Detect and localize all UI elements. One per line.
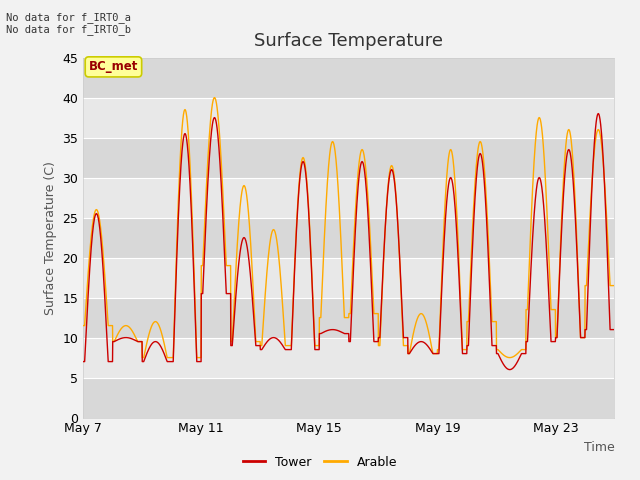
Arable bbox=[138, 355, 146, 360]
Arable bbox=[163, 353, 171, 359]
Arable bbox=[131, 333, 138, 338]
Arable bbox=[211, 95, 218, 100]
Arable bbox=[273, 235, 280, 240]
Bar bbox=[83, 138, 614, 178]
Y-axis label: Surface Temperature (C): Surface Temperature (C) bbox=[44, 161, 57, 314]
Bar bbox=[83, 258, 614, 298]
Bar bbox=[83, 337, 614, 378]
Text: BC_met: BC_met bbox=[89, 60, 138, 73]
Tower bbox=[542, 236, 550, 242]
Legend: Tower, Arable: Tower, Arable bbox=[238, 451, 402, 474]
Bar bbox=[83, 378, 614, 418]
Arable bbox=[542, 191, 550, 197]
Bar bbox=[83, 217, 614, 258]
Tower bbox=[197, 359, 205, 364]
Bar bbox=[83, 178, 614, 217]
Tower bbox=[611, 327, 618, 333]
Tower bbox=[131, 337, 138, 343]
Line: Tower: Tower bbox=[83, 114, 614, 370]
Arable bbox=[197, 355, 205, 360]
Tower bbox=[365, 238, 373, 244]
Bar bbox=[83, 58, 614, 97]
Bar bbox=[83, 97, 614, 138]
Tower bbox=[163, 357, 170, 363]
Title: Surface Temperature: Surface Temperature bbox=[254, 33, 444, 50]
Tower bbox=[506, 367, 513, 372]
Line: Arable: Arable bbox=[83, 97, 614, 358]
Tower bbox=[595, 111, 602, 117]
Arable bbox=[79, 323, 87, 328]
X-axis label: Time: Time bbox=[584, 441, 614, 454]
Text: No data for f_IRT0_a
No data for f_IRT0_b: No data for f_IRT0_a No data for f_IRT0_… bbox=[6, 12, 131, 36]
Tower bbox=[79, 359, 87, 364]
Arable bbox=[366, 227, 374, 233]
Bar bbox=[83, 298, 614, 337]
Arable bbox=[611, 283, 618, 288]
Tower bbox=[272, 336, 280, 341]
